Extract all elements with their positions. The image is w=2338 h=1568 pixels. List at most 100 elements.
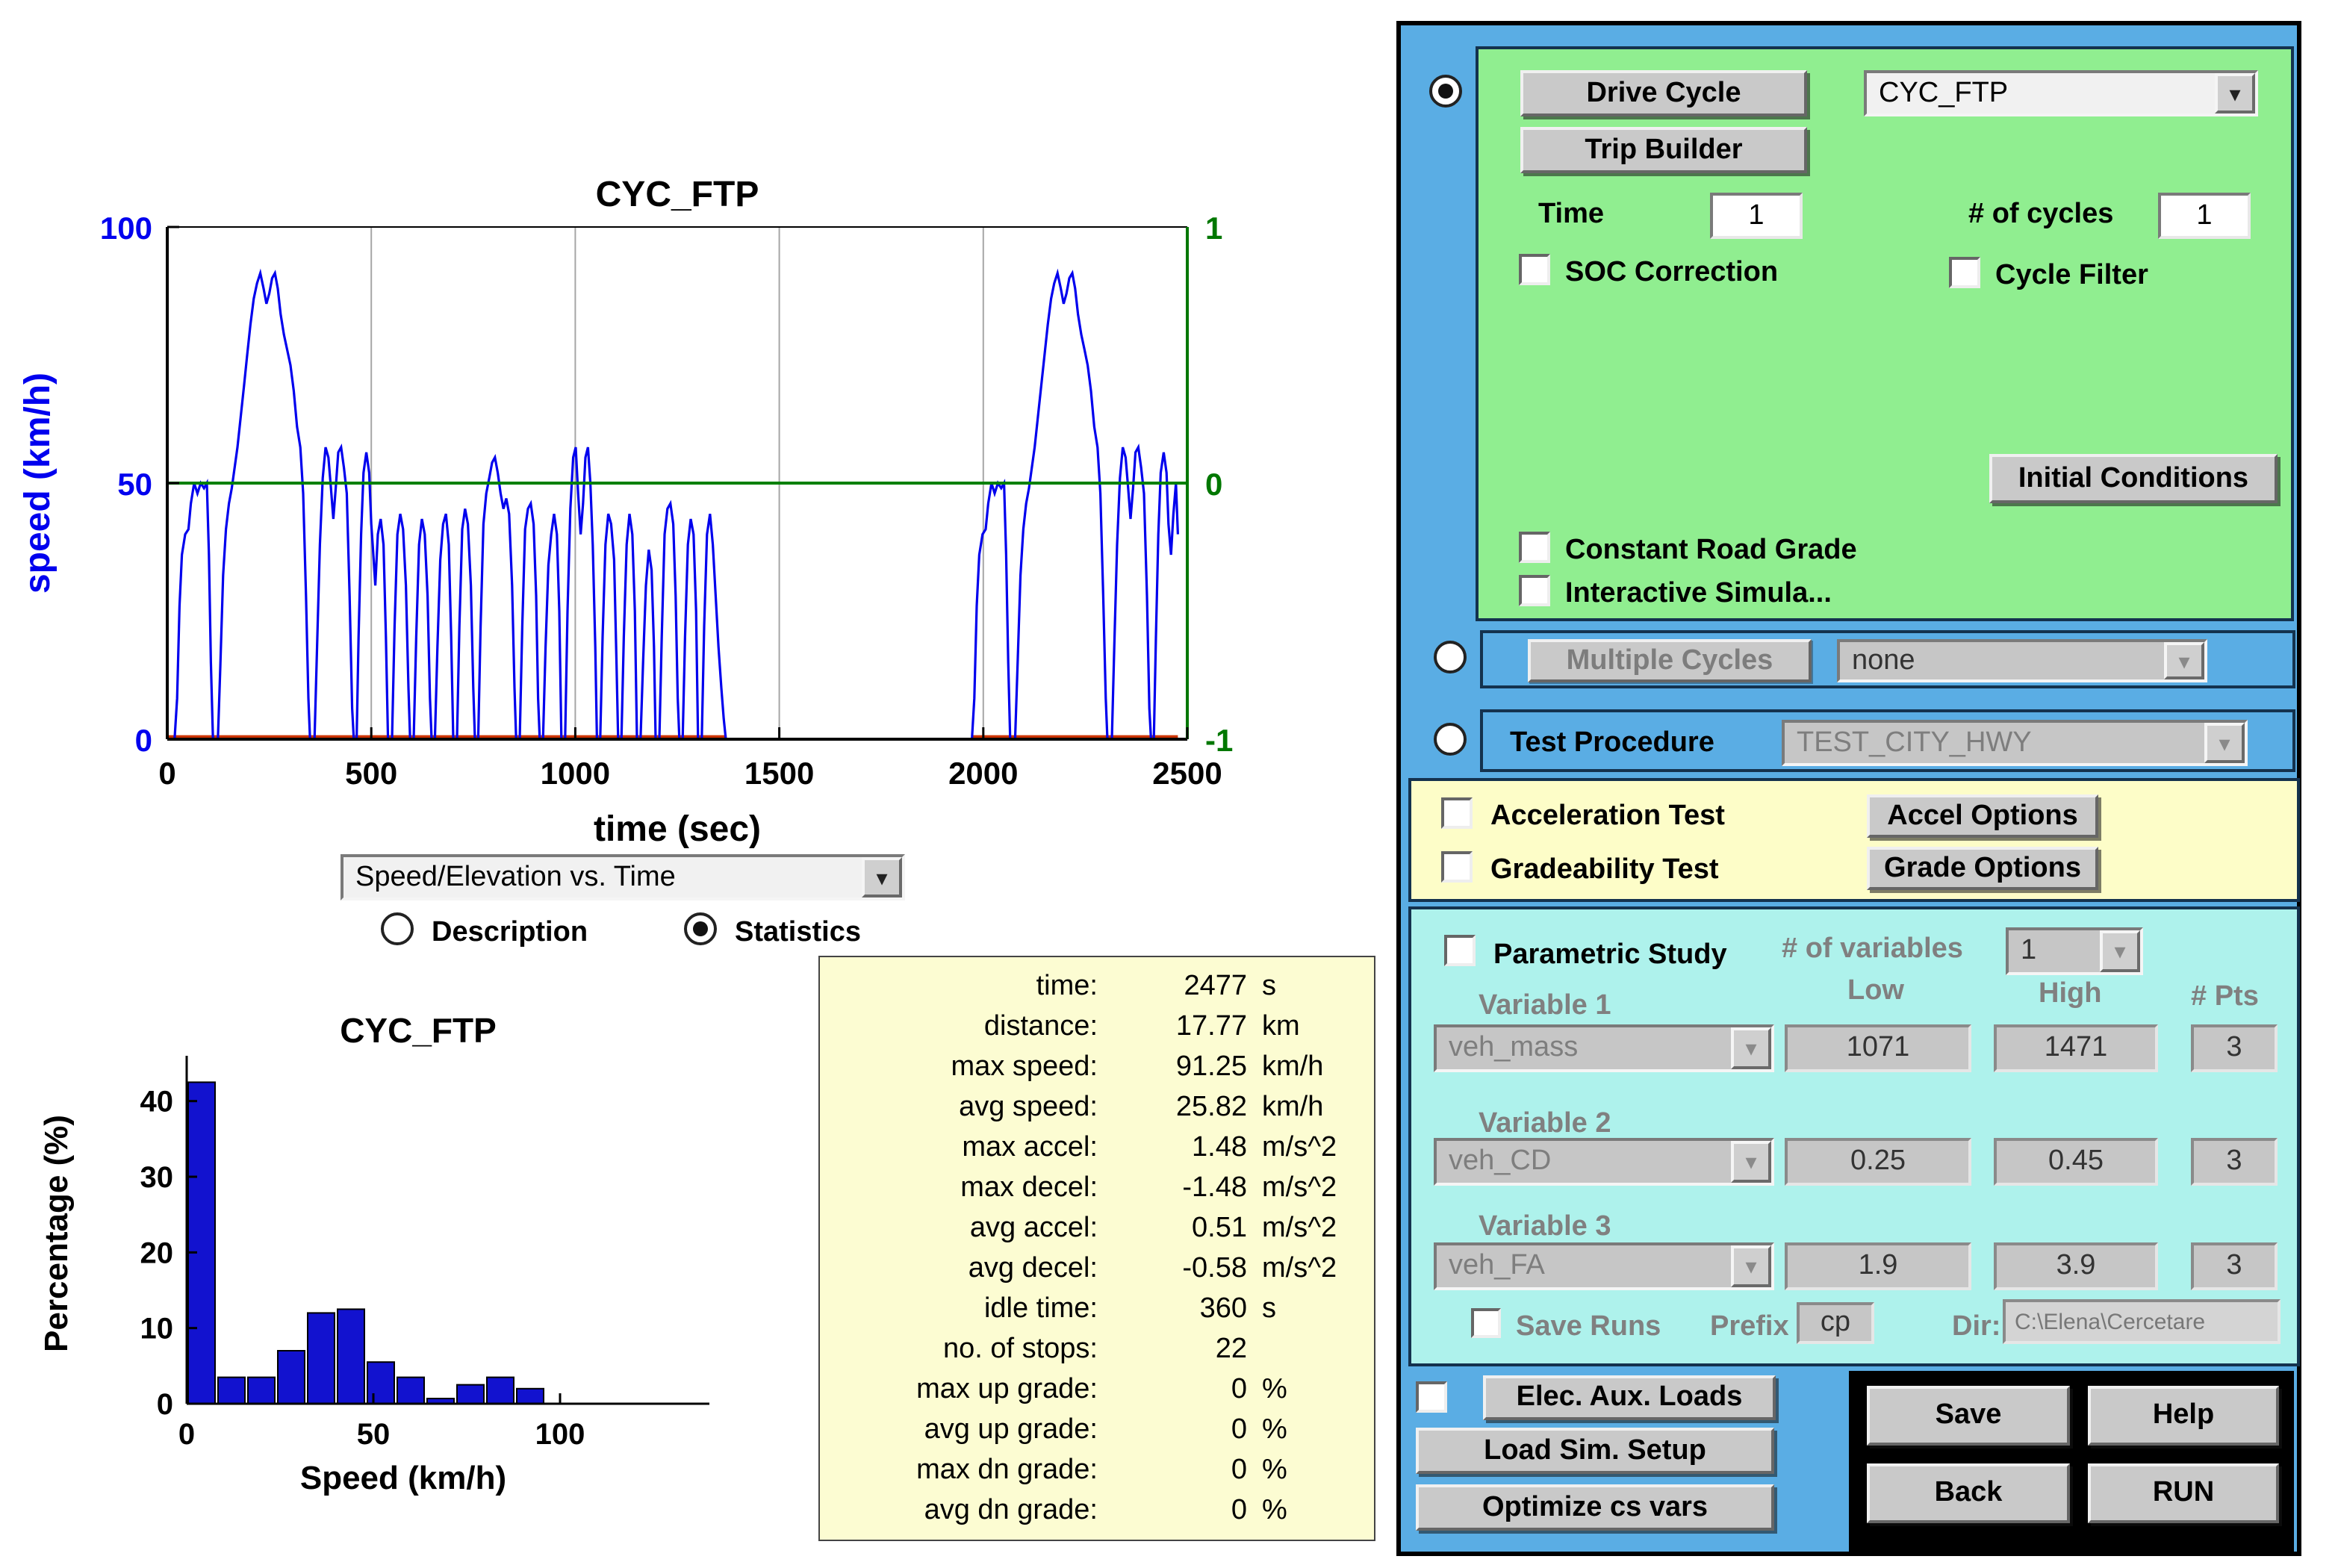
description-radio[interactable] <box>381 912 414 945</box>
svg-text:2500: 2500 <box>1152 756 1222 791</box>
elec-aux-loads-button[interactable]: Elec. Aux. Loads <box>1483 1375 1776 1420</box>
interactive-sim-label: Interactive Simula... <box>1565 578 1832 611</box>
prefix-input[interactable]: cp <box>1797 1302 1874 1344</box>
parametric-study-checkbox[interactable] <box>1444 935 1476 966</box>
stats-row: max speed:91.25km/h <box>826 1047 1368 1087</box>
svg-text:0: 0 <box>157 1388 173 1421</box>
chevron-down-icon: ▾ <box>862 857 902 897</box>
multiple-cycles-section: Multiple Cycles none ▾ <box>1480 630 2295 688</box>
dir-input[interactable]: C:\Elena\Cercetare <box>2003 1299 2281 1344</box>
svg-text:50: 50 <box>117 467 152 502</box>
back-button[interactable]: Back <box>1867 1463 2070 1523</box>
svg-text:1500: 1500 <box>744 756 814 791</box>
test-options-section: Acceleration Test Accel Options Gradeabi… <box>1408 778 2300 902</box>
optimize-cs-vars-button[interactable]: Optimize cs vars <box>1416 1484 1774 1531</box>
cycle-select-dropdown[interactable]: CYC_FTP ▾ <box>1864 70 2258 116</box>
stats-rows: time:2477sdistance:17.77kmmax speed:91.2… <box>826 966 1368 1531</box>
trip-builder-button[interactable]: Trip Builder <box>1520 127 1807 173</box>
time-input[interactable]: 1 <box>1710 193 1803 239</box>
radio-dot <box>693 921 708 936</box>
cycle-filter-label: Cycle Filter <box>1995 260 2148 293</box>
chevron-down-icon: ▾ <box>1731 1141 1771 1183</box>
advisor-drive-cycle-window: 05001000150020002500050100-101CYC_FTPtim… <box>0 0 2338 1568</box>
svg-text:0: 0 <box>135 723 152 758</box>
svg-text:0: 0 <box>158 756 175 791</box>
variable-2-low-input[interactable]: 0.25 <box>1785 1138 1971 1186</box>
variable-2-dropdown[interactable]: veh_CD ▾ <box>1434 1138 1774 1186</box>
svg-text:2000: 2000 <box>948 756 1018 791</box>
chevron-down-icon: ▾ <box>2215 73 2255 113</box>
svg-text:Speed (km/h): Speed (km/h) <box>300 1460 506 1496</box>
constant-road-grade-checkbox[interactable] <box>1519 532 1550 563</box>
accel-options-button[interactable]: Accel Options <box>1867 794 2098 838</box>
load-sim-setup-button[interactable]: Load Sim. Setup <box>1416 1428 1774 1474</box>
variable-2-pts-input[interactable]: 3 <box>2191 1138 2278 1186</box>
stats-row: avg speed:25.82km/h <box>826 1087 1368 1127</box>
drive-cycle-button[interactable]: Drive Cycle <box>1520 70 1807 116</box>
multiple-cycles-button[interactable]: Multiple Cycles <box>1528 639 1812 682</box>
svg-text:CYC_FTP: CYC_FTP <box>596 175 759 214</box>
acceleration-test-checkbox[interactable] <box>1441 797 1473 829</box>
stats-row: avg decel:-0.58m/s^2 <box>826 1248 1368 1289</box>
view-mode-dropdown[interactable]: Speed/Elevation vs. Time ▾ <box>341 854 905 900</box>
stats-row: max decel:-1.48m/s^2 <box>826 1168 1368 1208</box>
save-button[interactable]: Save <box>1867 1386 2070 1446</box>
svg-text:100: 100 <box>100 211 152 246</box>
stats-row: distance:17.77km <box>826 1007 1368 1047</box>
chevron-down-icon: ▾ <box>2164 642 2204 679</box>
multiple-cycles-dropdown[interactable]: none ▾ <box>1837 639 2207 682</box>
variable-1-high-input[interactable]: 1471 <box>1994 1024 2158 1072</box>
num-variables-value: 1 <box>2009 930 2100 972</box>
multiple-cycles-radio[interactable] <box>1434 641 1467 673</box>
elec-aux-loads-checkbox[interactable] <box>1416 1381 1447 1413</box>
num-variables-label: # of variables <box>1782 933 1963 966</box>
pts-column-label: # Pts <box>2191 981 2259 1014</box>
drive-cycle-section: Drive Cycle CYC_FTP ▾ Trip Builder Time … <box>1476 46 2294 621</box>
run-button[interactable]: RUN <box>2088 1463 2279 1523</box>
drive-cycle-radio[interactable] <box>1429 75 1462 108</box>
multiple-cycles-value: none <box>1840 642 2164 679</box>
grade-options-button[interactable]: Grade Options <box>1867 847 2098 890</box>
radio-dot <box>1438 84 1453 99</box>
svg-text:40: 40 <box>140 1086 174 1119</box>
stats-panel: time:2477sdistance:17.77kmmax speed:91.2… <box>818 956 1375 1541</box>
svg-text:CYC_FTP: CYC_FTP <box>340 1011 497 1050</box>
variable-3-pts-input[interactable]: 3 <box>2191 1242 2278 1290</box>
time-label: Time <box>1538 199 1604 231</box>
num-cycles-input[interactable]: 1 <box>2158 193 2251 239</box>
variable-1-low-input[interactable]: 1071 <box>1785 1024 1971 1072</box>
variable-1-pts-input[interactable]: 3 <box>2191 1024 2278 1072</box>
soc-correction-checkbox[interactable] <box>1519 254 1550 285</box>
save-runs-checkbox[interactable] <box>1471 1308 1501 1338</box>
interactive-sim-checkbox[interactable] <box>1519 575 1550 606</box>
statistics-label: Statistics <box>735 917 861 950</box>
cycle-filter-checkbox[interactable] <box>1949 257 1980 288</box>
simulation-setup-panel: Drive Cycle CYC_FTP ▾ Trip Builder Time … <box>1396 21 2301 1556</box>
variable-3-high-input[interactable]: 3.9 <box>1994 1242 2158 1290</box>
svg-text:1000: 1000 <box>541 756 610 791</box>
variable-3-dropdown[interactable]: veh_FA ▾ <box>1434 1242 1774 1290</box>
gradeability-test-checkbox[interactable] <box>1441 851 1473 883</box>
help-button[interactable]: Help <box>2088 1386 2279 1446</box>
initial-conditions-button[interactable]: Initial Conditions <box>1989 454 2278 503</box>
parametric-study-section: Parametric Study # of variables 1 ▾ Low … <box>1408 906 2300 1366</box>
action-button-panel: Save Help Back RUN <box>1849 1371 2294 1556</box>
num-cycles-label: # of cycles <box>1968 199 2113 231</box>
stats-row: idle time:360s <box>826 1289 1368 1329</box>
chevron-down-icon: ▾ <box>2100 930 2140 972</box>
variable-2-high-input[interactable]: 0.45 <box>1994 1138 2158 1186</box>
test-procedure-dropdown[interactable]: TEST_CITY_HWY ▾ <box>1782 720 2248 766</box>
variable-1-dropdown[interactable]: veh_mass ▾ <box>1434 1024 1774 1072</box>
num-variables-dropdown[interactable]: 1 ▾ <box>2006 927 2143 975</box>
svg-text:500: 500 <box>345 756 397 791</box>
stats-row: no. of stops:22 <box>826 1329 1368 1369</box>
stats-row: time:2477s <box>826 966 1368 1007</box>
chevron-down-icon: ▾ <box>1731 1245 1771 1287</box>
variable-3-low-input[interactable]: 1.9 <box>1785 1242 1971 1290</box>
test-procedure-radio[interactable] <box>1434 723 1467 756</box>
svg-text:time (sec): time (sec) <box>594 809 761 849</box>
statistics-radio[interactable] <box>684 912 717 945</box>
variable-3-label: Variable 3 <box>1479 1211 1611 1244</box>
stats-row: avg accel:0.51m/s^2 <box>826 1208 1368 1248</box>
dir-label: Dir: <box>1952 1311 2000 1344</box>
